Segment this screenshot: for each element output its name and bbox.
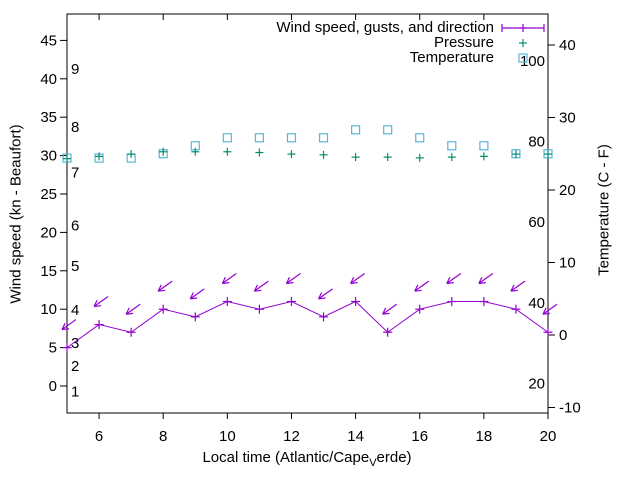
x-axis-label-prefix: Local time (Atlantic/Cape bbox=[202, 449, 370, 466]
legend-label-wind: Wind speed, gusts, and direction bbox=[276, 19, 494, 36]
svg-text:6: 6 bbox=[71, 217, 79, 234]
svg-text:40: 40 bbox=[559, 37, 576, 54]
temperature-series bbox=[62, 125, 553, 163]
wind-direction-arrows bbox=[61, 272, 558, 331]
temperature-series-key-sample bbox=[501, 52, 545, 64]
svg-text:4: 4 bbox=[71, 302, 79, 319]
svg-text:-10: -10 bbox=[559, 400, 581, 417]
plot-border bbox=[66, 13, 549, 414]
svg-text:5: 5 bbox=[49, 340, 57, 357]
legend-label-temperature: Temperature bbox=[409, 49, 494, 66]
svg-text:20: 20 bbox=[540, 428, 557, 445]
x-axis-label: Local time (Atlantic/CapeVerde) bbox=[202, 449, 411, 469]
fahrenheit-scale-labels: 20 40 60 80 100 bbox=[520, 53, 545, 392]
svg-text:5: 5 bbox=[71, 258, 79, 275]
legend-row-temperature: Temperature bbox=[276, 50, 545, 65]
svg-text:35: 35 bbox=[40, 109, 57, 126]
svg-text:6: 6 bbox=[95, 428, 103, 445]
x-axis-ticks: 6 8 10 12 14 16 18 20 bbox=[95, 14, 556, 445]
right-axis-ticks: -10 0 10 20 30 40 bbox=[548, 37, 581, 417]
beaufort-scale-labels: 1 2 3 4 5 6 7 8 9 bbox=[71, 61, 79, 401]
svg-text:7: 7 bbox=[71, 164, 79, 181]
svg-text:15: 15 bbox=[40, 263, 57, 280]
svg-text:20: 20 bbox=[528, 375, 545, 392]
svg-text:25: 25 bbox=[40, 186, 57, 203]
svg-text:20: 20 bbox=[40, 224, 57, 241]
svg-text:8: 8 bbox=[71, 119, 79, 136]
svg-text:10: 10 bbox=[40, 301, 57, 318]
legend-label-pressure: Pressure bbox=[433, 34, 494, 51]
pressure-series-key-sample bbox=[501, 37, 545, 49]
svg-text:10: 10 bbox=[219, 428, 236, 445]
svg-text:40: 40 bbox=[40, 71, 57, 88]
svg-text:8: 8 bbox=[159, 428, 167, 445]
svg-text:16: 16 bbox=[411, 428, 428, 445]
svg-text:40: 40 bbox=[528, 295, 545, 312]
svg-text:30: 30 bbox=[40, 148, 57, 165]
svg-text:20: 20 bbox=[559, 182, 576, 199]
svg-text:30: 30 bbox=[559, 110, 576, 127]
svg-text:18: 18 bbox=[476, 428, 493, 445]
svg-text:0: 0 bbox=[49, 378, 57, 395]
legend: Wind speed, gusts, and direction Pressur… bbox=[276, 20, 545, 65]
x-axis-label-suffix: erde) bbox=[376, 449, 412, 466]
svg-text:14: 14 bbox=[347, 428, 364, 445]
right-axis-label: Temperature (C - F) bbox=[595, 144, 613, 276]
svg-text:0: 0 bbox=[559, 327, 567, 344]
left-axis-ticks: 0 5 10 15 20 25 30 35 40 45 bbox=[40, 32, 67, 395]
wind-speed-series bbox=[62, 297, 553, 353]
legend-row-wind: Wind speed, gusts, and direction bbox=[276, 20, 545, 35]
legend-row-pressure: Pressure bbox=[276, 35, 545, 50]
svg-text:3: 3 bbox=[71, 335, 79, 352]
svg-text:12: 12 bbox=[283, 428, 300, 445]
pressure-series bbox=[63, 147, 552, 163]
left-axis-label: Wind speed (kn - Beaufort) bbox=[7, 124, 25, 304]
x-axis-label-subscript: V bbox=[369, 457, 377, 469]
svg-text:80: 80 bbox=[528, 134, 545, 151]
svg-text:2: 2 bbox=[71, 358, 79, 375]
wind-series-key-sample bbox=[501, 22, 545, 34]
svg-text:9: 9 bbox=[71, 61, 79, 78]
svg-text:100: 100 bbox=[520, 53, 545, 70]
svg-text:45: 45 bbox=[40, 32, 57, 49]
svg-text:1: 1 bbox=[71, 383, 79, 400]
svg-text:60: 60 bbox=[528, 214, 545, 231]
svg-text:10: 10 bbox=[559, 255, 576, 272]
